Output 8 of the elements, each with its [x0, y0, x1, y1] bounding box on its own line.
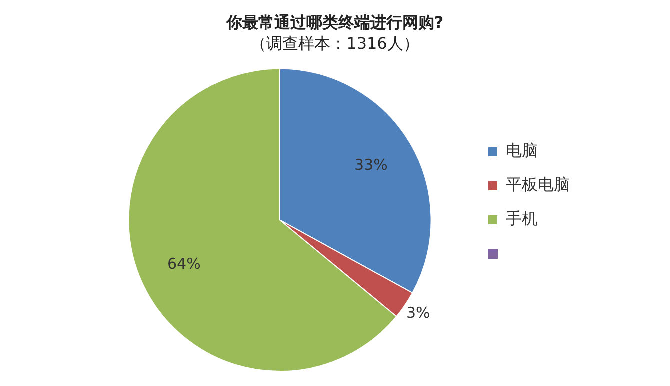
legend-label: 电脑 [506, 141, 538, 160]
chart-title: 你最常通过哪类终端进行网购? [225, 12, 444, 32]
chart-subtitle: （调查样本：1316人） [250, 34, 420, 53]
legend-label: 手机 [506, 209, 538, 228]
data-label: 33% [354, 156, 388, 174]
data-label: 64% [168, 255, 201, 274]
legend-label: 平板电脑 [506, 175, 570, 194]
data-label: 3% [406, 304, 430, 322]
